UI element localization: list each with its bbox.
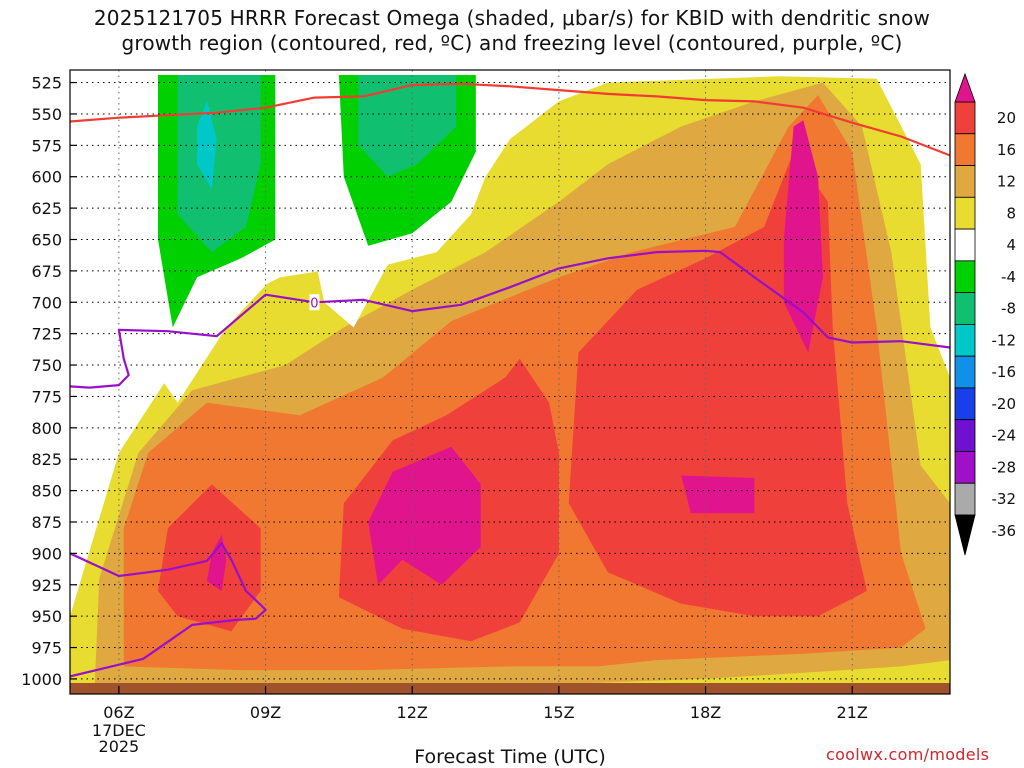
plot-frame	[69, 69, 951, 695]
colorbar-tick-label: -20	[992, 395, 1017, 413]
y-tick-label: 750	[31, 356, 62, 375]
colorbar-tick-label: -32	[992, 490, 1017, 508]
colorbar-bottom-arrow	[954, 514, 976, 556]
y-tick-label: 575	[31, 136, 62, 155]
colorbar-segment	[954, 387, 976, 421]
y-tick-label: 600	[31, 168, 62, 187]
colorbar-tick-label: -36	[992, 522, 1017, 540]
colorbar-tick-label: 20	[997, 109, 1016, 127]
omega-region-7	[206, 534, 227, 591]
colorbar-tick-label: 8	[1006, 204, 1016, 222]
y-tick-label: 875	[31, 513, 62, 532]
colorbar-segment	[954, 228, 976, 262]
chart-title-line-1: 2025121705 HRRR Forecast Omega (shaded, …	[93, 6, 931, 30]
x-tick-label: 18Z	[690, 703, 721, 722]
x-axis-title: Forecast Time (UTC)	[414, 746, 606, 768]
colorbar-tick-label: 12	[997, 173, 1016, 191]
pressure-axis: 525 550 575 600 625 650 675 700 725 750 775 800 825 8…	[21, 74, 77, 689]
x-tick-label: 15Z	[543, 703, 574, 722]
colorbar-tick-label: -12	[992, 331, 1017, 349]
y-tick-label: 700	[31, 293, 62, 312]
y-tick-label: 950	[31, 607, 62, 626]
y-tick-label: 800	[31, 419, 62, 438]
y-tick-label: 850	[31, 482, 62, 501]
freezing-level-contour-2	[70, 542, 267, 678]
freezing-level-contour-1	[70, 249, 950, 389]
colorbar-tick-label: -24	[992, 427, 1017, 445]
colorbar-tick-label: -16	[992, 363, 1017, 381]
omega-region-16	[197, 101, 217, 190]
freezing-level-label: 0	[310, 296, 318, 311]
omega-colorbar: 20 16 12 8 4 -4 -8 -12 -16 -20 -24 -28 -32 -36	[954, 72, 1017, 556]
y-tick-label: 675	[31, 262, 62, 281]
y-tick-label: 625	[31, 199, 62, 218]
colorbar-tick-label: 4	[1006, 236, 1016, 254]
omega-shading-layer	[70, 75, 950, 694]
colorbar-tick-label: -4	[1001, 268, 1016, 286]
y-tick-label: 550	[31, 105, 62, 124]
x-tick-label: 12Z	[397, 703, 428, 722]
y-tick-label: 725	[31, 325, 62, 344]
y-tick-label: 525	[31, 74, 62, 93]
omega-region-15	[358, 75, 457, 177]
omega-region-10	[783, 120, 823, 353]
x-tick-label: 06Z	[103, 703, 134, 722]
y-tick-label: 775	[31, 387, 62, 406]
colorbar-segment	[954, 196, 976, 230]
colorbar-segment	[954, 451, 976, 484]
terrain-ground-strip	[70, 683, 950, 694]
colorbar-segment	[954, 165, 976, 198]
date-label-line: 2025	[99, 737, 140, 756]
colorbar-top-arrow	[954, 72, 976, 103]
y-tick-label: 650	[31, 230, 62, 249]
colorbar-segment	[954, 292, 976, 325]
date-label-line: 17DEC	[92, 721, 146, 740]
freezing-level-label-bg	[309, 294, 320, 311]
y-tick-label: 975	[31, 639, 62, 658]
omega-region-8	[368, 446, 481, 585]
dendritic-growth-contour-red	[70, 82, 950, 157]
y-tick-label: 925	[31, 576, 62, 595]
x-tick-label: 21Z	[837, 703, 868, 722]
colorbar-tick-label: 16	[997, 141, 1016, 159]
colorbar-tick-label: -28	[992, 458, 1017, 476]
x-tick-label: 09Z	[250, 703, 281, 722]
y-tick-label: 900	[31, 544, 62, 563]
contour-lines-layer: 0	[70, 82, 950, 678]
chart-title: 2025121705 HRRR Forecast Omega (shaded, …	[0, 6, 1024, 56]
chart-title-line-2: growth region (contoured, red, ºC) and f…	[121, 31, 903, 55]
colorbar-segment	[954, 323, 976, 357]
dotted-gridlines	[70, 70, 950, 694]
y-tick-label: 1000	[21, 670, 62, 689]
omega-region-14	[177, 75, 261, 253]
colorbar-segment	[954, 101, 976, 135]
colorbar-segment	[954, 482, 976, 516]
y-tick-label: 825	[31, 450, 62, 469]
omega-region-9	[681, 475, 755, 514]
colorbar-segment	[954, 355, 976, 389]
colorbar-tick-label: -8	[1001, 300, 1016, 318]
colorbar-segment	[954, 260, 976, 294]
colorbar-segment	[954, 133, 976, 166]
source-credit-link[interactable]: coolwx.com/models	[826, 745, 990, 764]
colorbar-segment	[954, 419, 976, 452]
